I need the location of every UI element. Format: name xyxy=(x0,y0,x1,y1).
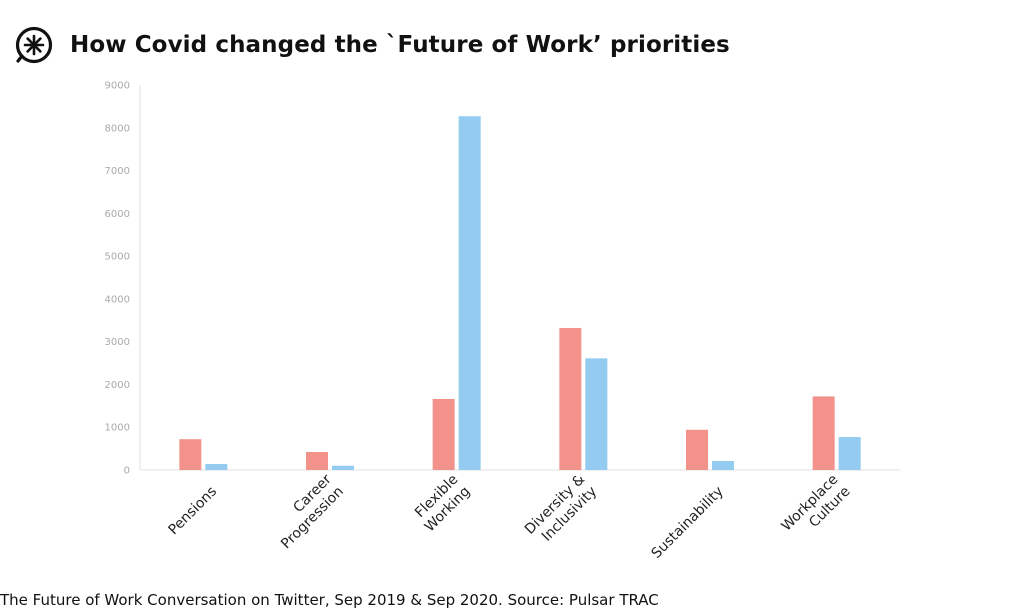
y-tick-label: 8000 xyxy=(105,123,130,134)
chart-header: How Covid changed the `Future of Work’ p… xyxy=(14,22,730,68)
x-category-label: WorkplaceCulture xyxy=(778,471,853,546)
x-category-label: FlexibleWorking xyxy=(410,471,474,535)
y-tick-label: 1000 xyxy=(105,423,130,434)
bar-sep-2020 xyxy=(585,358,608,470)
bar-sep-2019 xyxy=(559,327,582,470)
bar-sep-2019 xyxy=(179,439,202,470)
bar-sep-2020 xyxy=(838,437,861,470)
y-tick-label: 3000 xyxy=(105,337,130,348)
chart-title: How Covid changed the `Future of Work’ p… xyxy=(70,32,730,58)
bar-sep-2020 xyxy=(458,116,481,470)
x-category-label: CareerProgression xyxy=(266,471,347,552)
bar-sep-2019 xyxy=(686,429,708,470)
bar-sep-2020 xyxy=(205,464,228,470)
y-tick-label: 7000 xyxy=(105,166,130,177)
asterisk-circle-logo-icon xyxy=(15,26,53,64)
y-tick-label: 6000 xyxy=(105,209,130,220)
y-tick-label: 4000 xyxy=(105,294,130,305)
bar-sep-2019 xyxy=(432,398,455,470)
bar-sep-2020 xyxy=(712,461,734,470)
chart-caption: The Future of Work Conversation on Twitt… xyxy=(0,591,659,609)
bar-chart: 0 1000 2000 3000 4000 5000 6000 7000 8000 9000 Pen… xyxy=(105,81,900,562)
x-category-label-line: Sustainability xyxy=(648,484,726,562)
x-category-label: Diversity &Inclusivity xyxy=(522,471,600,549)
y-tick-label: 5000 xyxy=(105,252,130,263)
y-tick-label: 2000 xyxy=(105,380,130,391)
bar-sep-2020 xyxy=(332,465,354,470)
bar-sep-2019 xyxy=(812,396,835,470)
x-category-label-line: Pensions xyxy=(165,484,220,539)
x-category-label: Sustainability xyxy=(648,484,726,562)
bar-sep-2019 xyxy=(306,452,328,470)
y-tick-label: 9000 xyxy=(105,81,130,92)
x-category-label: Pensions xyxy=(165,484,220,539)
y-tick-label: 0 xyxy=(124,466,130,477)
